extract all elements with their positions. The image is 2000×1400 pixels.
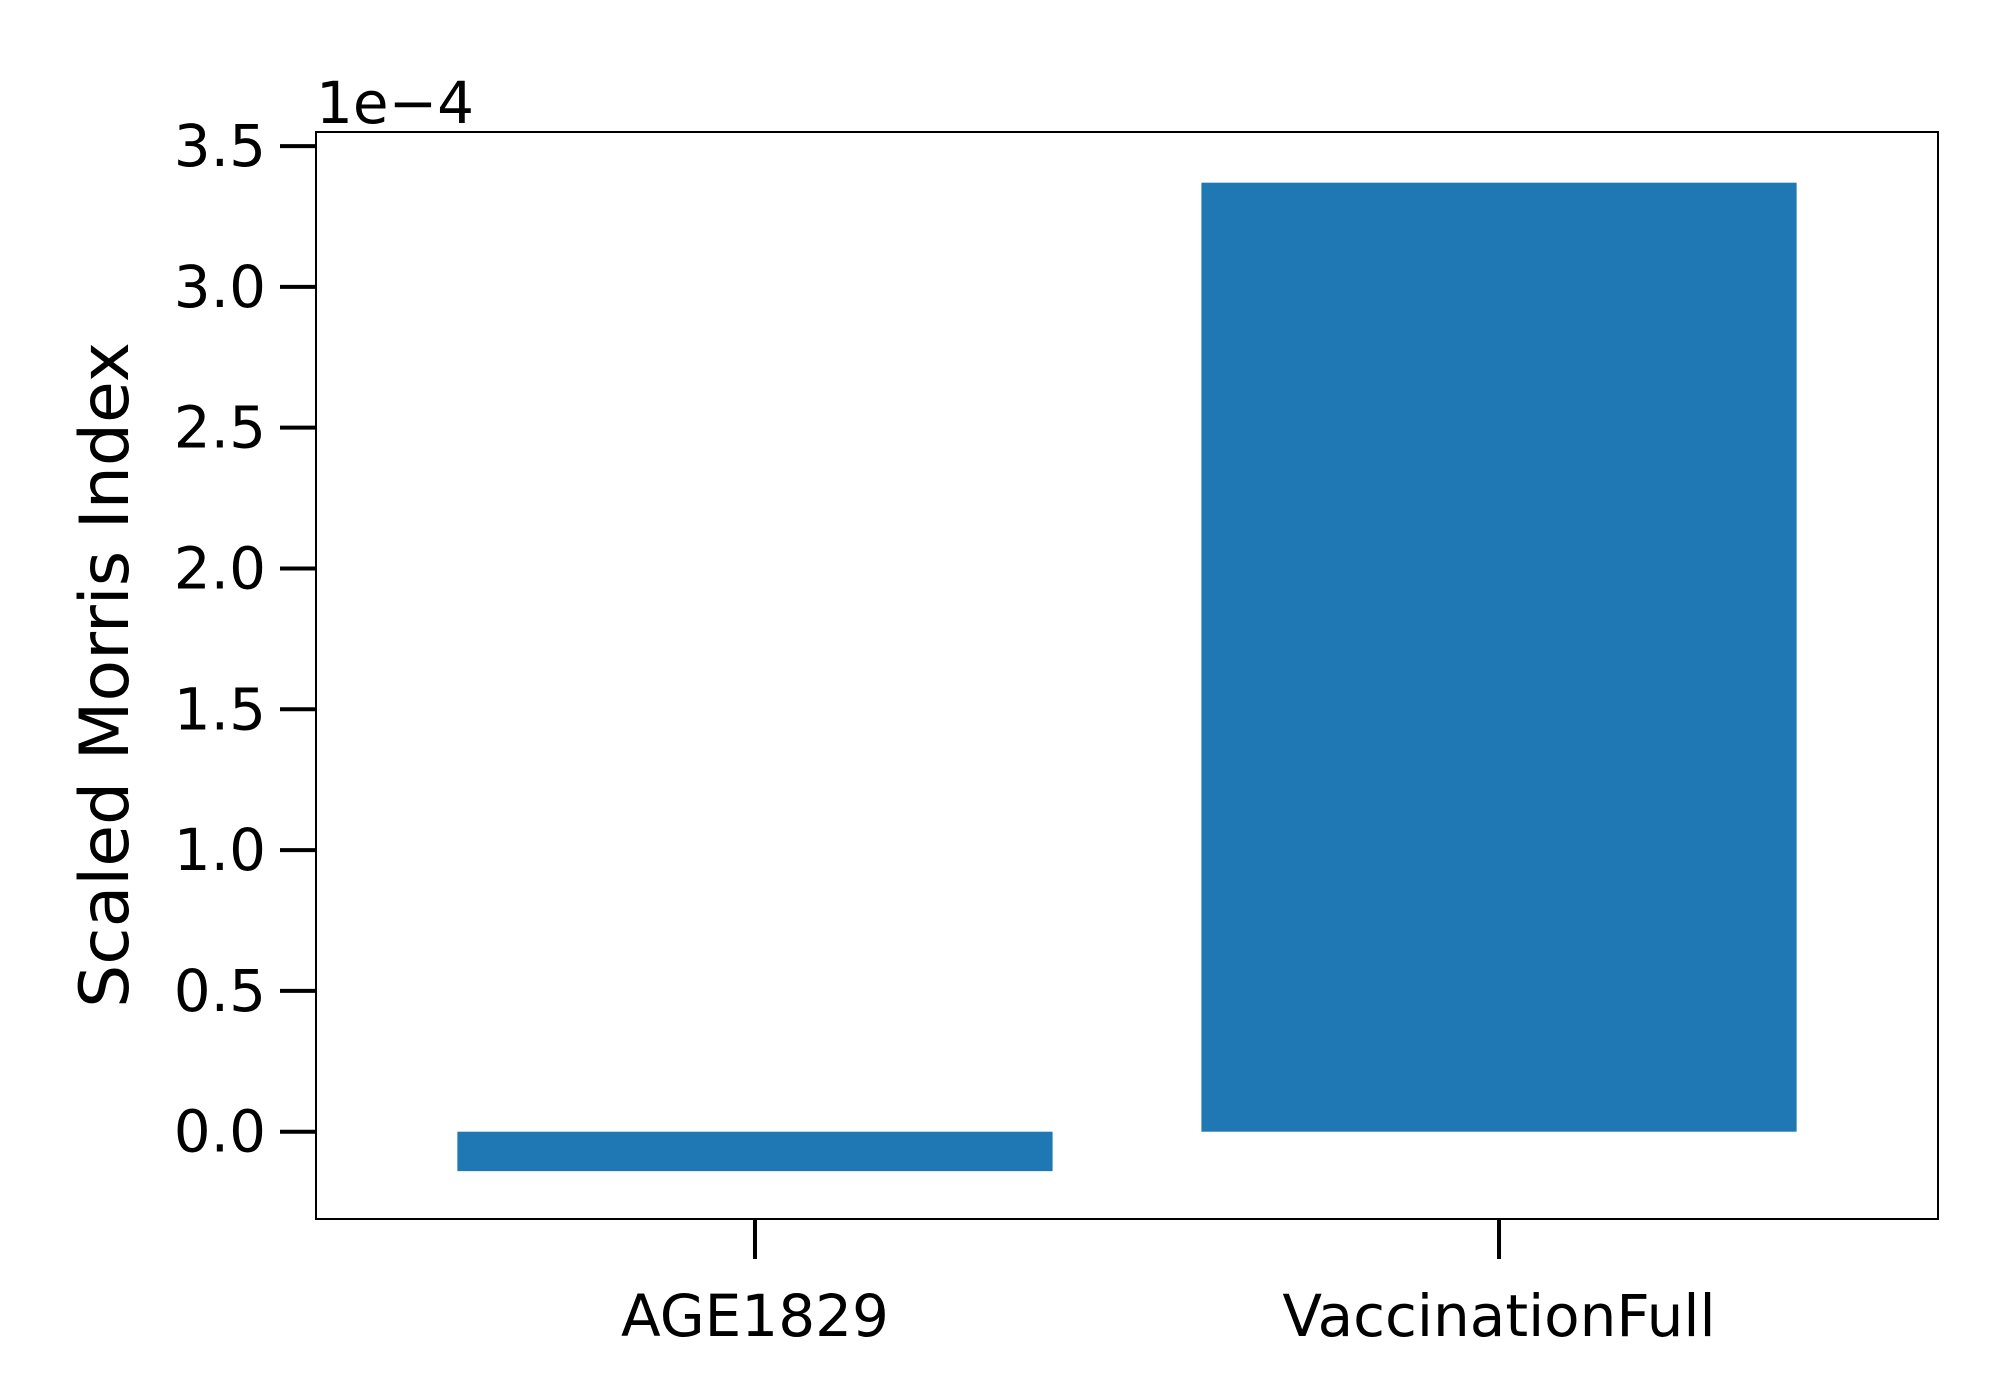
x-tick-label: AGE1829	[621, 1282, 889, 1350]
y-tick-label: 3.0	[174, 253, 266, 321]
y-axis-ticks: 0.0 0.5 1.0 1.5 2.0 2.5 3.0 3.5	[174, 112, 316, 1166]
bar-age1829	[457, 1131, 1053, 1172]
y-axis-label: Scaled Morris Index	[66, 342, 145, 1008]
bar-vaccinationfull	[1201, 182, 1797, 1132]
y-tick-label: 2.5	[174, 394, 266, 462]
y-tick-label: 0.0	[174, 1098, 266, 1166]
y-tick-label: 1.5	[174, 675, 266, 743]
y-axis-multiplier-label: 1e−4	[316, 69, 474, 137]
bars	[457, 182, 1797, 1172]
x-tick-label: VaccinationFull	[1282, 1282, 1715, 1350]
y-tick-label: 1.0	[174, 816, 266, 884]
y-tick-label: 3.5	[174, 112, 266, 180]
x-axis-ticks: AGE1829 VaccinationFull	[621, 1219, 1716, 1350]
y-tick-label: 2.0	[174, 534, 266, 602]
y-tick-label: 0.5	[174, 957, 266, 1025]
plot-frame	[315, 131, 1939, 1220]
